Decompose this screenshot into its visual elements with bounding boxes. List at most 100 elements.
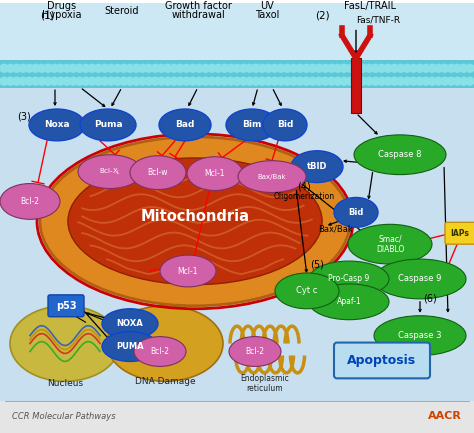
Circle shape	[88, 65, 96, 72]
Circle shape	[252, 77, 260, 85]
Circle shape	[113, 77, 121, 85]
Text: Caspase 3: Caspase 3	[398, 331, 442, 340]
Circle shape	[170, 65, 178, 72]
Circle shape	[31, 65, 39, 72]
Circle shape	[69, 65, 77, 72]
Text: Caspase 9: Caspase 9	[398, 275, 442, 284]
Circle shape	[271, 77, 279, 85]
Text: Smac/
DIABLO: Smac/ DIABLO	[376, 235, 404, 254]
Circle shape	[132, 77, 140, 85]
Circle shape	[82, 65, 90, 72]
Circle shape	[69, 77, 77, 85]
Ellipse shape	[102, 309, 158, 339]
Circle shape	[50, 77, 58, 85]
Circle shape	[157, 65, 165, 72]
Circle shape	[227, 65, 235, 72]
Circle shape	[208, 77, 216, 85]
Ellipse shape	[107, 306, 223, 381]
Circle shape	[0, 77, 8, 85]
Circle shape	[460, 65, 468, 72]
Circle shape	[410, 77, 417, 85]
Circle shape	[315, 65, 323, 72]
Ellipse shape	[40, 137, 350, 306]
Circle shape	[38, 77, 46, 85]
Circle shape	[233, 65, 241, 72]
FancyBboxPatch shape	[445, 222, 474, 244]
Circle shape	[182, 65, 191, 72]
Circle shape	[435, 65, 443, 72]
Text: Bcl-2: Bcl-2	[20, 197, 39, 206]
Circle shape	[334, 77, 342, 85]
Text: (2): (2)	[315, 11, 329, 21]
Circle shape	[372, 77, 380, 85]
Text: Pro-Casp 9: Pro-Casp 9	[328, 275, 370, 284]
Circle shape	[410, 65, 417, 72]
Ellipse shape	[68, 158, 322, 284]
Ellipse shape	[275, 273, 339, 309]
Circle shape	[201, 65, 210, 72]
Circle shape	[334, 65, 342, 72]
Ellipse shape	[309, 261, 389, 297]
Circle shape	[63, 65, 71, 72]
Circle shape	[296, 77, 304, 85]
Circle shape	[19, 65, 27, 72]
Text: Mitochondria: Mitochondria	[140, 209, 249, 224]
Ellipse shape	[374, 259, 466, 299]
Circle shape	[57, 77, 64, 85]
Ellipse shape	[160, 255, 216, 287]
Circle shape	[378, 65, 386, 72]
Circle shape	[25, 77, 33, 85]
Circle shape	[63, 77, 71, 85]
Circle shape	[101, 77, 109, 85]
Circle shape	[126, 65, 134, 72]
Text: PUMA: PUMA	[116, 342, 144, 351]
Circle shape	[346, 65, 355, 72]
Circle shape	[309, 77, 317, 85]
Ellipse shape	[229, 336, 281, 366]
Circle shape	[441, 65, 449, 72]
Circle shape	[365, 65, 373, 72]
Circle shape	[6, 65, 14, 72]
Circle shape	[252, 65, 260, 72]
Circle shape	[441, 77, 449, 85]
Text: Bid: Bid	[277, 120, 293, 129]
Text: Bcl-X$_L$: Bcl-X$_L$	[99, 167, 121, 177]
Text: Fas/TNF-R: Fas/TNF-R	[356, 15, 400, 24]
Circle shape	[428, 65, 436, 72]
Circle shape	[145, 77, 153, 85]
Circle shape	[208, 65, 216, 72]
Circle shape	[195, 65, 203, 72]
Bar	[0, 3, 474, 75]
Circle shape	[101, 65, 109, 72]
Circle shape	[447, 77, 455, 85]
Bar	[0, 45, 474, 403]
Circle shape	[277, 77, 285, 85]
Circle shape	[170, 77, 178, 85]
Circle shape	[397, 77, 405, 85]
Circle shape	[258, 77, 266, 85]
Ellipse shape	[130, 156, 186, 190]
Circle shape	[353, 77, 361, 85]
Text: Apaf-1: Apaf-1	[337, 297, 361, 306]
Circle shape	[309, 65, 317, 72]
Circle shape	[353, 65, 361, 72]
Text: Steroid: Steroid	[105, 6, 139, 16]
FancyBboxPatch shape	[48, 295, 84, 317]
Circle shape	[50, 65, 58, 72]
Circle shape	[119, 77, 128, 85]
Ellipse shape	[102, 332, 158, 362]
Text: AACR: AACR	[428, 411, 462, 421]
Ellipse shape	[0, 184, 60, 220]
Ellipse shape	[10, 306, 120, 381]
Ellipse shape	[187, 157, 243, 191]
Circle shape	[176, 65, 184, 72]
Circle shape	[403, 77, 411, 85]
Circle shape	[107, 65, 115, 72]
Circle shape	[328, 65, 336, 72]
Circle shape	[82, 77, 90, 85]
Circle shape	[403, 65, 411, 72]
Circle shape	[13, 77, 20, 85]
Text: Bcl-w: Bcl-w	[148, 168, 168, 177]
Ellipse shape	[134, 336, 186, 366]
Circle shape	[359, 77, 367, 85]
